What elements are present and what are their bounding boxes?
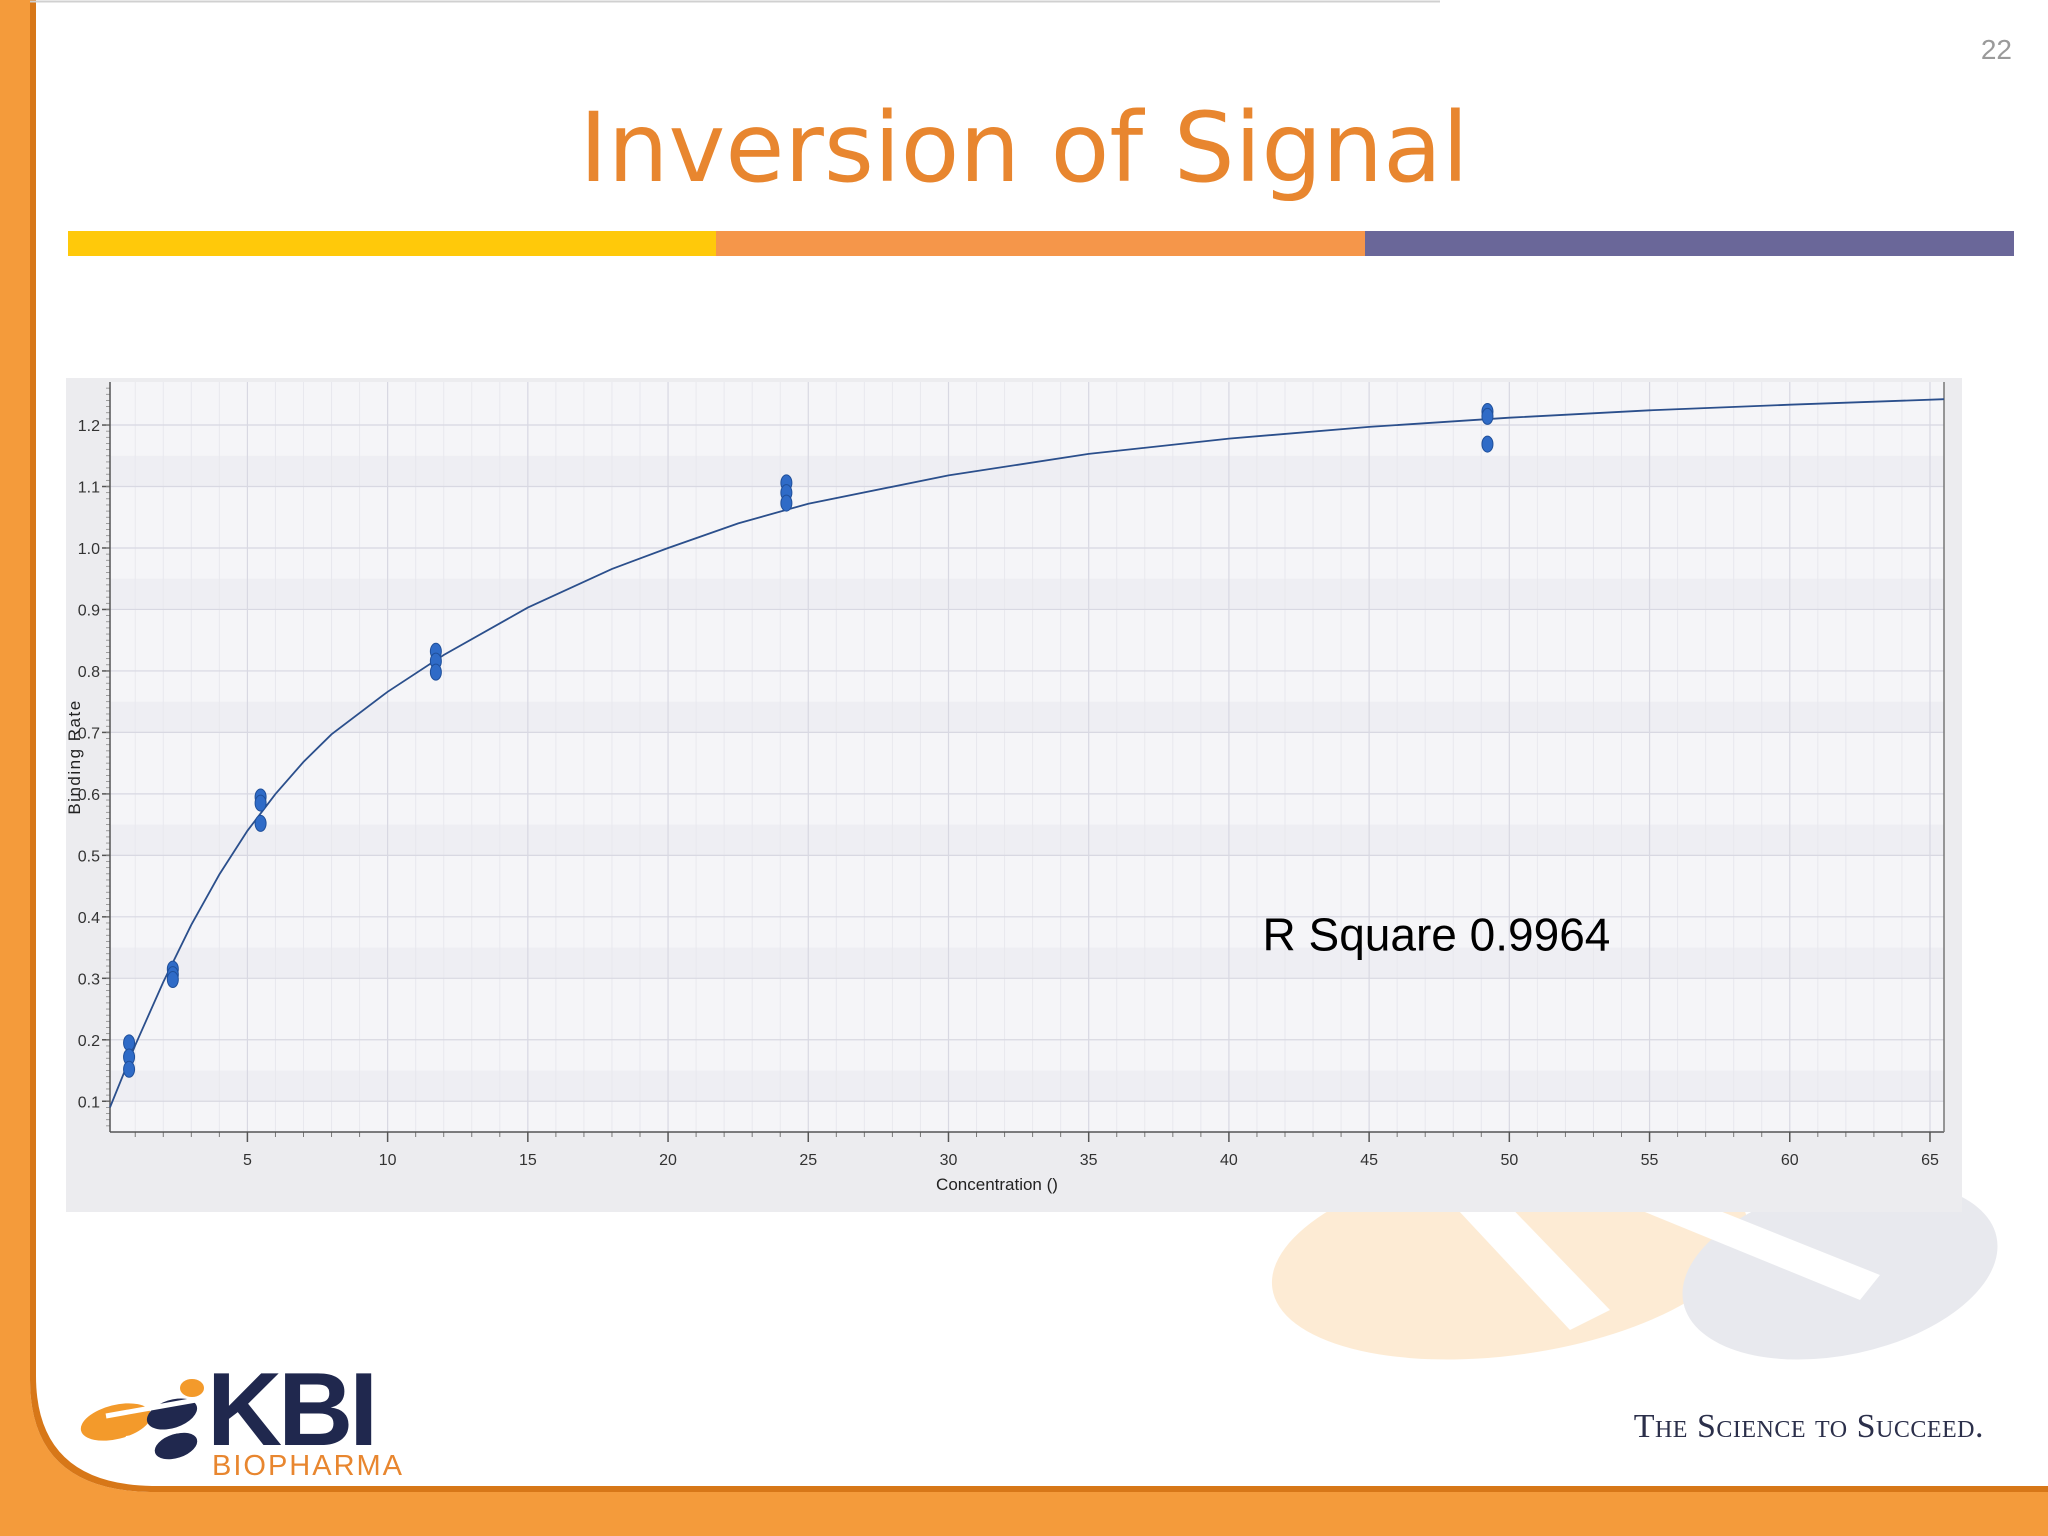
- data-point: [123, 1060, 136, 1078]
- y-tick-label: 0.4: [78, 910, 100, 927]
- y-tick-label: 0.7: [78, 725, 100, 742]
- title-bar-orange: [716, 231, 1365, 256]
- data-point: [254, 794, 267, 812]
- x-tick-label: 30: [940, 1152, 958, 1169]
- y-tick-label: 0.9: [78, 602, 100, 619]
- x-tick-label: 45: [1360, 1152, 1378, 1169]
- x-tick-label: 15: [519, 1152, 537, 1169]
- r-square-annotation: R Square 0.9964: [1263, 909, 1611, 961]
- y-tick-label: 1.1: [78, 480, 100, 497]
- x-tick-label: 10: [379, 1152, 397, 1169]
- page-number: 22: [1980, 34, 2012, 65]
- data-point: [123, 1034, 136, 1052]
- data-point: [166, 971, 179, 989]
- x-tick-label: 35: [1080, 1152, 1098, 1169]
- y-tick-label: 1.2: [78, 418, 100, 435]
- y-tick-label: 1.0: [78, 541, 100, 558]
- x-tick-label: 60: [1781, 1152, 1799, 1169]
- y-tick-label: 0.6: [78, 787, 100, 804]
- plot-band: [110, 578, 1944, 610]
- x-axis-label: Concentration (): [936, 1175, 1058, 1194]
- x-tick-label: 40: [1220, 1152, 1238, 1169]
- title-bar-purple: [1365, 231, 2014, 256]
- x-tick-label: 5: [243, 1152, 252, 1169]
- data-point: [780, 494, 793, 512]
- plot-band: [110, 824, 1944, 856]
- data-point: [254, 814, 267, 832]
- chart-image: 5 10 15 20 25 30 35 40 45 50 55 60 65 0.1 0.2 0.3 0.4 0.5…: [66, 378, 1962, 1212]
- data-point: [429, 663, 442, 681]
- logo-subtitle: BIOPHARMA: [212, 1450, 405, 1482]
- y-tick-label: 0.5: [78, 848, 100, 865]
- y-tick-label: 0.2: [78, 1033, 100, 1050]
- plot-band: [110, 1070, 1944, 1102]
- fit-curve: [109, 398, 1945, 1108]
- plot-area: [110, 382, 1944, 1132]
- logo-mark-icon: [80, 1379, 205, 1460]
- y-tick-label: 0.3: [78, 971, 100, 988]
- title-bar-yellow: [68, 231, 716, 256]
- y-tick-label: 0.8: [78, 664, 100, 681]
- tagline: The Science to Succeed.: [1633, 1408, 1984, 1445]
- plot-band: [110, 701, 1944, 733]
- data-point: [1481, 435, 1494, 453]
- x-tick-label: 20: [659, 1152, 677, 1169]
- y-axis-label: Binding Rate: [66, 699, 84, 814]
- y-tick-label: 0.1: [78, 1094, 100, 1111]
- binding-rate-chart: 5 10 15 20 25 30 35 40 45 50 55 60 65 0.1 0.2 0.3 0.4 0.5…: [66, 378, 1962, 1212]
- company-logo: KBI BIOPHARMA: [76, 1358, 402, 1484]
- x-tick-label: 55: [1641, 1152, 1659, 1169]
- plot-band: [110, 947, 1944, 979]
- logo-wordmark: KBI: [207, 1352, 378, 1468]
- data-point: [1481, 407, 1494, 425]
- plot-band: [110, 455, 1944, 487]
- x-tick-label: 65: [1921, 1152, 1939, 1169]
- slide-title: Inversion of Signal: [579, 92, 1469, 204]
- x-tick-label: 50: [1500, 1152, 1518, 1169]
- x-tick-label: 25: [799, 1152, 817, 1169]
